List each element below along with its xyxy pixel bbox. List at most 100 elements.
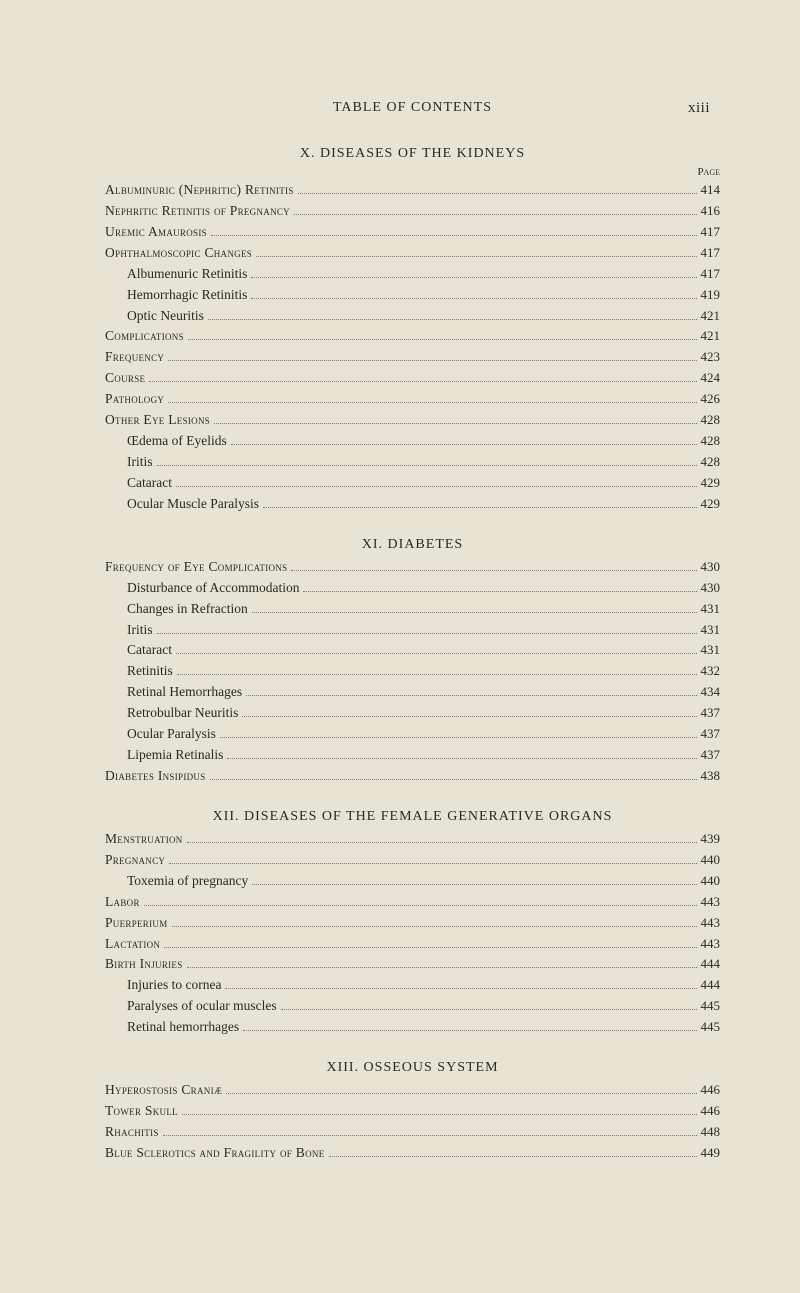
page-column-label: Page — [105, 166, 720, 178]
entry-label: Uremic Amaurosis — [105, 222, 207, 243]
leader-dots — [220, 737, 697, 738]
entry-label: Retinal Hemorrhages — [127, 682, 242, 703]
entry-label: Labor — [105, 892, 140, 913]
toc-entry: Birth Injuries444 — [105, 954, 720, 975]
entry-label: Course — [105, 368, 145, 389]
toc-entry: Injuries to cornea444 — [105, 975, 720, 996]
entry-label: Menstruation — [105, 829, 183, 850]
leader-dots — [227, 758, 696, 759]
leader-dots — [211, 235, 697, 236]
entry-label: Disturbance of Accommodation — [127, 578, 299, 599]
toc-entry: Optic Neuritis421 — [105, 306, 720, 327]
toc-entry: Other Eye Lesions428 — [105, 410, 720, 431]
entry-label: Retinitis — [127, 661, 173, 682]
entry-label: Toxemia of pregnancy — [127, 871, 248, 892]
entry-page: 449 — [701, 1143, 721, 1163]
leader-dots — [157, 465, 697, 466]
entry-page: 419 — [701, 285, 721, 305]
toc-entry: Hemorrhagic Retinitis 419 — [105, 285, 720, 306]
toc-entry: Complications421 — [105, 326, 720, 347]
entry-label: Lipemia Retinalis — [127, 745, 223, 766]
leader-dots — [187, 967, 697, 968]
entry-label: Œdema of Eyelids — [127, 431, 227, 452]
toc-entry: Diabetes Insipidus438 — [105, 766, 720, 787]
leader-dots — [164, 947, 696, 948]
leader-dots — [243, 1030, 696, 1031]
entry-page: 417 — [701, 243, 721, 263]
toc-entry: Nephritic Retinitis of Pregnancy416 — [105, 201, 720, 222]
entry-label: Frequency of Eye Complications — [105, 557, 287, 578]
leader-dots — [144, 905, 697, 906]
entry-page: 423 — [701, 347, 721, 367]
leader-dots — [263, 507, 697, 508]
entry-page: 448 — [701, 1122, 721, 1142]
leader-dots — [208, 319, 697, 320]
toc-entry: Uremic Amaurosis417 — [105, 222, 720, 243]
toc-entry: Retinitis 432 — [105, 661, 720, 682]
toc-entry: Lipemia Retinalis437 — [105, 745, 720, 766]
leader-dots — [225, 988, 696, 989]
entry-label: Other Eye Lesions — [105, 410, 210, 431]
entry-page: 437 — [701, 724, 721, 744]
toc-body: X. DISEASES OF THE KIDNEYSPageAlbuminuri… — [105, 146, 720, 1164]
section-block: XII. DISEASES OF THE FEMALE GENERATIVE O… — [105, 809, 720, 1038]
leader-dots — [252, 612, 697, 613]
entry-label: Paralyses of ocular muscles — [127, 996, 277, 1017]
toc-entry: Frequency of Eye Complications 430 — [105, 557, 720, 578]
leader-dots — [291, 570, 696, 571]
entry-page: 429 — [701, 494, 721, 514]
leader-dots — [226, 1093, 696, 1094]
entry-label: Albumenuric Retinitis — [127, 264, 247, 285]
entry-label: Ocular Muscle Paralysis — [127, 494, 259, 515]
entry-page: 440 — [701, 850, 721, 870]
leader-dots — [251, 298, 696, 299]
toc-entry: Pregnancy440 — [105, 850, 720, 871]
page-number: xiii — [688, 100, 710, 117]
toc-entry: Cataract431 — [105, 640, 720, 661]
leader-dots — [157, 633, 697, 634]
entry-page: 446 — [701, 1080, 721, 1100]
entry-page: 438 — [701, 766, 721, 786]
leader-dots — [176, 486, 697, 487]
leader-dots — [251, 277, 696, 278]
toc-entry: Ocular Paralysis 437 — [105, 724, 720, 745]
leader-dots — [168, 402, 696, 403]
leader-dots — [149, 381, 696, 382]
entry-page: 431 — [701, 599, 721, 619]
entry-page: 424 — [701, 368, 721, 388]
toc-entry: Labor443 — [105, 892, 720, 913]
entry-page: 445 — [701, 996, 721, 1016]
entry-page: 430 — [701, 557, 721, 577]
leader-dots — [252, 884, 696, 885]
entry-page: 414 — [701, 180, 721, 200]
header-row: TABLE OF CONTENTS xiii — [105, 100, 720, 116]
toc-entry: Albumenuric Retinitis417 — [105, 264, 720, 285]
toc-entry: Iritis428 — [105, 452, 720, 473]
leader-dots — [187, 842, 697, 843]
entry-label: Blue Sclerotics and Fragility of Bone — [105, 1143, 325, 1164]
leader-dots — [168, 360, 696, 361]
toc-entry: Ophthalmoscopic Changes417 — [105, 243, 720, 264]
leader-dots — [214, 423, 696, 424]
section-title: XII. DISEASES OF THE FEMALE GENERATIVE O… — [105, 809, 720, 825]
toc-entry: Blue Sclerotics and Fragility of Bone 449 — [105, 1143, 720, 1164]
toc-entry: Retinal hemorrhages445 — [105, 1017, 720, 1038]
entry-page: 440 — [701, 871, 721, 891]
toc-entry: Rhachitis448 — [105, 1122, 720, 1143]
toc-entry: Ocular Muscle Paralysis 429 — [105, 494, 720, 515]
page-container: TABLE OF CONTENTS xiii X. DISEASES OF TH… — [0, 0, 800, 1226]
entry-page: 421 — [701, 306, 721, 326]
leader-dots — [329, 1156, 697, 1157]
section-title: XI. DIABETES — [105, 537, 720, 553]
entry-label: Hyperostosis Craniæ — [105, 1080, 222, 1101]
entry-label: Hemorrhagic Retinitis — [127, 285, 247, 306]
entry-page: 432 — [701, 661, 721, 681]
entry-page: 430 — [701, 578, 721, 598]
entry-label: Cataract — [127, 640, 172, 661]
entry-label: Ocular Paralysis — [127, 724, 216, 745]
toc-entry: Tower Skull446 — [105, 1101, 720, 1122]
leader-dots — [281, 1009, 697, 1010]
toc-entry: Retinal Hemorrhages434 — [105, 682, 720, 703]
running-title: TABLE OF CONTENTS — [105, 100, 720, 116]
entry-label: Pathology — [105, 389, 164, 410]
